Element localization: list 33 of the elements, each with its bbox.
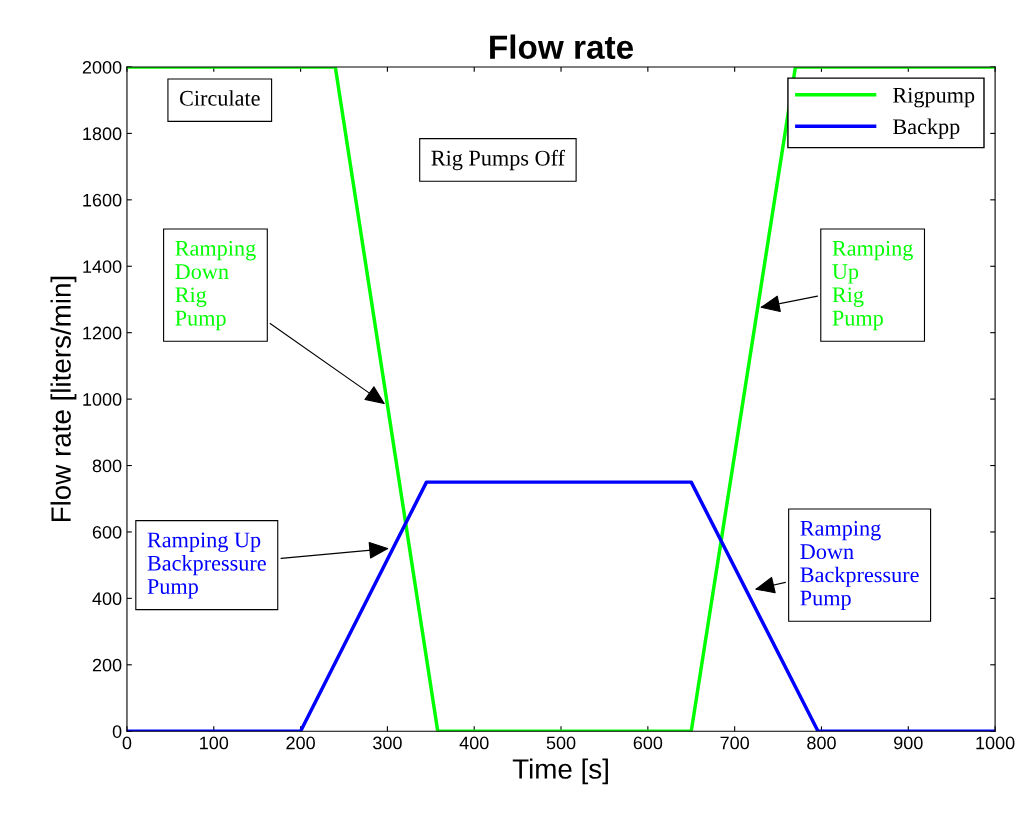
y-tick-label: 1000 (83, 393, 122, 406)
y-tick-label: 1400 (83, 260, 122, 273)
annotation: Ramping Down Rig Pump (175, 240, 256, 331)
x-tick-label: 700 (720, 736, 750, 750)
y-tick-label: 800 (92, 459, 122, 473)
y-tick-label: 600 (92, 525, 122, 539)
y-tick-label: 2000 (82, 60, 122, 74)
annotation: Circulate (179, 90, 260, 106)
x-tick-label: 600 (633, 736, 663, 750)
x-tick-label: 1000 (976, 736, 1015, 750)
annotation: Rig Pumps Off (431, 149, 565, 171)
y-tick-label: 1600 (83, 193, 122, 207)
y-tick-label: 1800 (83, 127, 122, 141)
x-tick-label: 200 (286, 736, 315, 750)
y-tick-label: 0 (112, 725, 122, 738)
legend-label: Rigpump (893, 87, 975, 108)
annotation: Ramping Down Backpressure Pump (800, 520, 919, 611)
x-axis-title: Time [s] (512, 758, 608, 785)
x-tick-label: 800 (807, 736, 836, 750)
annotation: Ramping Up Rig Pump (832, 240, 913, 331)
x-tick-label: 500 (546, 736, 576, 750)
legend-label: Backpp (893, 118, 960, 139)
x-tick-label: 100 (200, 736, 229, 750)
y-axis-title: Flow rate [liters/min] (50, 276, 77, 522)
x-tick-label: 300 (373, 736, 402, 750)
x-tick-label: 900 (894, 736, 923, 750)
annotation: Ramping Up Backpressure Pump (147, 532, 266, 599)
x-tick-label: 0 (122, 736, 132, 750)
y-tick-label: 400 (92, 592, 122, 606)
y-tick-label: 200 (92, 658, 122, 672)
x-tick-label: 400 (459, 736, 489, 750)
y-tick-label: 1200 (83, 326, 122, 340)
chart-title: Flow rate (490, 34, 634, 59)
